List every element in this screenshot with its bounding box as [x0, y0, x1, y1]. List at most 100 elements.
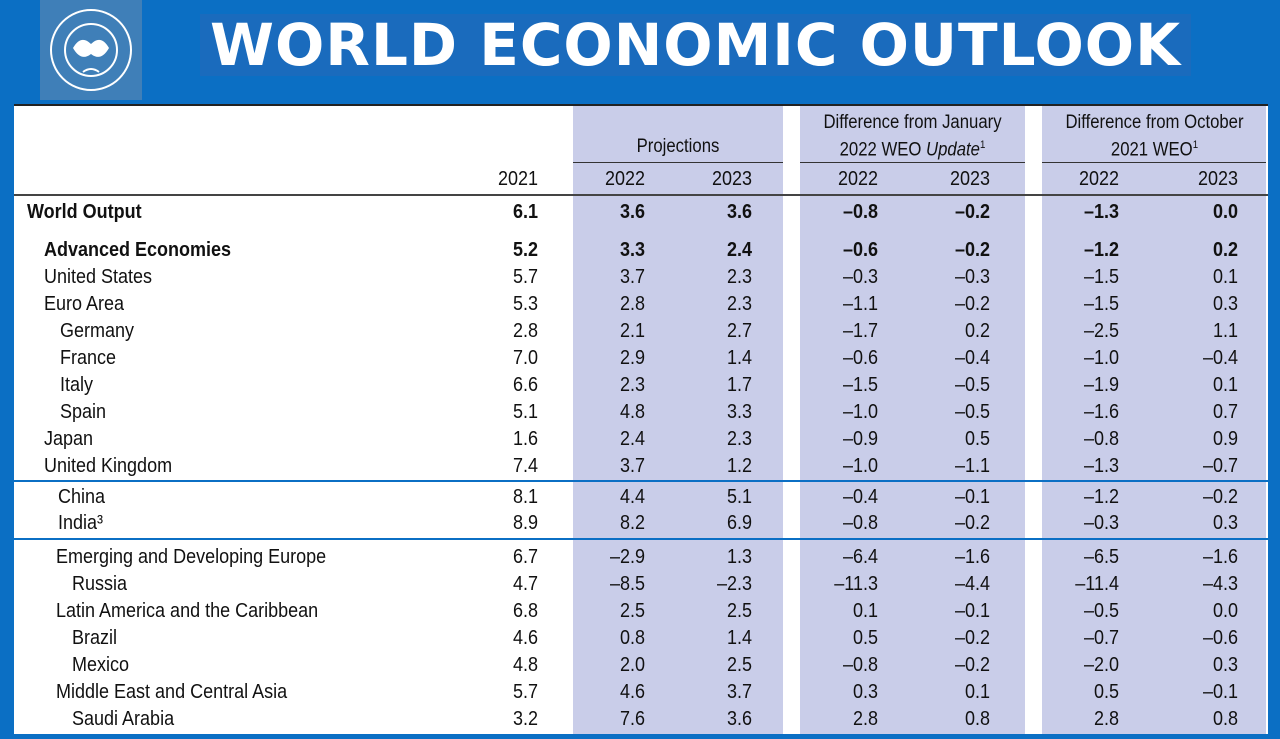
cell-value: –0.1: [1202, 681, 1238, 703]
table-row: Euro Area 5.3 2.8 2.3 –1.1 –0.2 –1.5 0.3: [14, 291, 1268, 317]
page-header: WORLD ECONOMIC OUTLOOK: [0, 0, 1280, 102]
cell-value: 3.3: [619, 239, 645, 261]
cell-value: 0.8: [619, 627, 645, 649]
cell-value: 4.8: [619, 401, 645, 423]
section-break-line: [14, 538, 1268, 540]
cell-value: 4.7: [512, 573, 538, 595]
cell-value: 5.2: [512, 239, 538, 261]
cell-value: 4.6: [619, 681, 645, 703]
table-row: Emerging and Developing Europe 6.7 –2.9 1.3…: [14, 544, 1268, 570]
row-label: Brazil: [72, 627, 118, 649]
cell-value: –1.2: [1083, 486, 1119, 508]
cell-value: –4.4: [954, 573, 990, 595]
table-row: World Output 6.1 3.6 3.6 –0.8 –0.2 –1.3 0.0: [14, 199, 1268, 225]
cell-value: –0.2: [954, 512, 990, 534]
cell-value: –0.8: [842, 201, 878, 223]
cell-value: –0.3: [1083, 512, 1119, 534]
cell-value: 2.8: [512, 320, 538, 342]
row-label: Spain: [60, 401, 107, 423]
table-row: Middle East and Central Asia 5.7 4.6 3.7 0.3…: [14, 679, 1268, 705]
cell-value: –0.7: [1202, 455, 1238, 477]
cell-value: –0.7: [1083, 627, 1119, 649]
cell-value: 3.6: [726, 708, 752, 730]
table-row: Germany 2.8 2.1 2.7 –1.7 0.2 –2.5 1.1: [14, 318, 1268, 344]
cell-value: –1.6: [1083, 401, 1119, 423]
cell-value: 0.1: [964, 681, 990, 703]
projections-column-shade: [573, 106, 783, 734]
cell-value: –0.2: [954, 293, 990, 315]
cell-value: 8.2: [619, 512, 645, 534]
cell-value: –2.3: [716, 573, 752, 595]
header-jan-line1: Difference from January: [823, 112, 1002, 133]
cell-value: 5.7: [512, 266, 538, 288]
cell-value: –6.5: [1083, 546, 1119, 568]
cell-value: –2.5: [1083, 320, 1119, 342]
cell-value: 6.7: [512, 546, 538, 568]
cell-value: 3.6: [726, 201, 752, 223]
row-label: Russia: [72, 573, 128, 595]
cell-value: –1.1: [954, 455, 990, 477]
cell-value: –1.0: [1083, 347, 1119, 369]
cell-value: 2.8: [1093, 708, 1119, 730]
cell-value: 0.3: [1212, 293, 1238, 315]
cell-value: –1.9: [1083, 374, 1119, 396]
header-jan-line2: 2022 WEO Update1: [805, 134, 1021, 161]
cell-value: 5.1: [512, 401, 538, 423]
cell-value: –2.0: [1083, 654, 1119, 676]
cell-value: –6.4: [842, 546, 878, 568]
cell-value: –1.1: [842, 293, 878, 315]
cell-value: 1.6: [512, 428, 538, 450]
cell-value: –0.8: [842, 654, 878, 676]
cell-value: –1.7: [842, 320, 878, 342]
cell-value: 7.4: [512, 455, 538, 477]
cell-value: 3.3: [726, 401, 752, 423]
cell-value: –1.5: [1083, 266, 1119, 288]
header-jan-diff: Difference from January 2022 WEO Update1: [805, 112, 1021, 161]
cell-value: –0.4: [842, 486, 878, 508]
year-header: 2023: [949, 168, 990, 190]
row-label: Euro Area: [44, 293, 125, 315]
header-oct-text: 2021 WEO: [1110, 139, 1193, 161]
cell-value: 7.6: [619, 708, 645, 730]
cell-value: 8.9: [512, 512, 538, 534]
row-label: France: [60, 347, 117, 369]
cell-value: –0.2: [954, 201, 990, 223]
cell-value: 0.2: [1212, 239, 1238, 261]
cell-value: 6.9: [726, 512, 752, 534]
cell-value: 0.3: [1212, 654, 1238, 676]
cell-value: 0.9: [1212, 428, 1238, 450]
row-label: Middle East and Central Asia: [56, 681, 288, 703]
cell-value: 2.5: [726, 600, 752, 622]
cell-value: –0.3: [842, 266, 878, 288]
cell-value: –0.2: [1202, 486, 1238, 508]
section-break-line: [14, 480, 1268, 482]
cell-value: 6.1: [512, 201, 538, 223]
cell-value: 2.5: [619, 600, 645, 622]
header-jan-text: 2022 WEO: [839, 139, 927, 161]
table-row: Advanced Economies 5.2 3.3 2.4 –0.6 –0.2 –1.2 0…: [14, 237, 1268, 263]
cell-value: 6.6: [512, 374, 538, 396]
row-label: Saudi Arabia: [72, 708, 175, 730]
cell-value: 5.3: [512, 293, 538, 315]
cell-value: –0.9: [842, 428, 878, 450]
table-row: Japan 1.6 2.4 2.3 –0.9 0.5 –0.8 0.9: [14, 426, 1268, 452]
cell-value: 2.3: [726, 293, 752, 315]
row-label: Italy: [60, 374, 94, 396]
year-header: 2022: [604, 168, 645, 190]
cell-value: –0.2: [954, 239, 990, 261]
cell-value: –0.1: [954, 600, 990, 622]
cell-value: 0.7: [1212, 401, 1238, 423]
cell-value: 2.3: [619, 374, 645, 396]
row-label: United Kingdom: [44, 455, 173, 477]
cell-value: –1.5: [842, 374, 878, 396]
cell-value: 2.3: [726, 266, 752, 288]
row-label: Mexico: [72, 654, 130, 676]
cell-value: 1.4: [726, 347, 752, 369]
cell-value: 2.8: [619, 293, 645, 315]
cell-value: 0.1: [1212, 374, 1238, 396]
table-row: Saudi Arabia 3.2 7.6 3.6 2.8 0.8 2.8 0.8: [14, 706, 1268, 732]
cell-value: 1.1: [1212, 320, 1238, 342]
cell-value: –11.3: [834, 573, 878, 595]
cell-value: –1.3: [1083, 201, 1119, 223]
cell-value: –1.5: [1083, 293, 1119, 315]
